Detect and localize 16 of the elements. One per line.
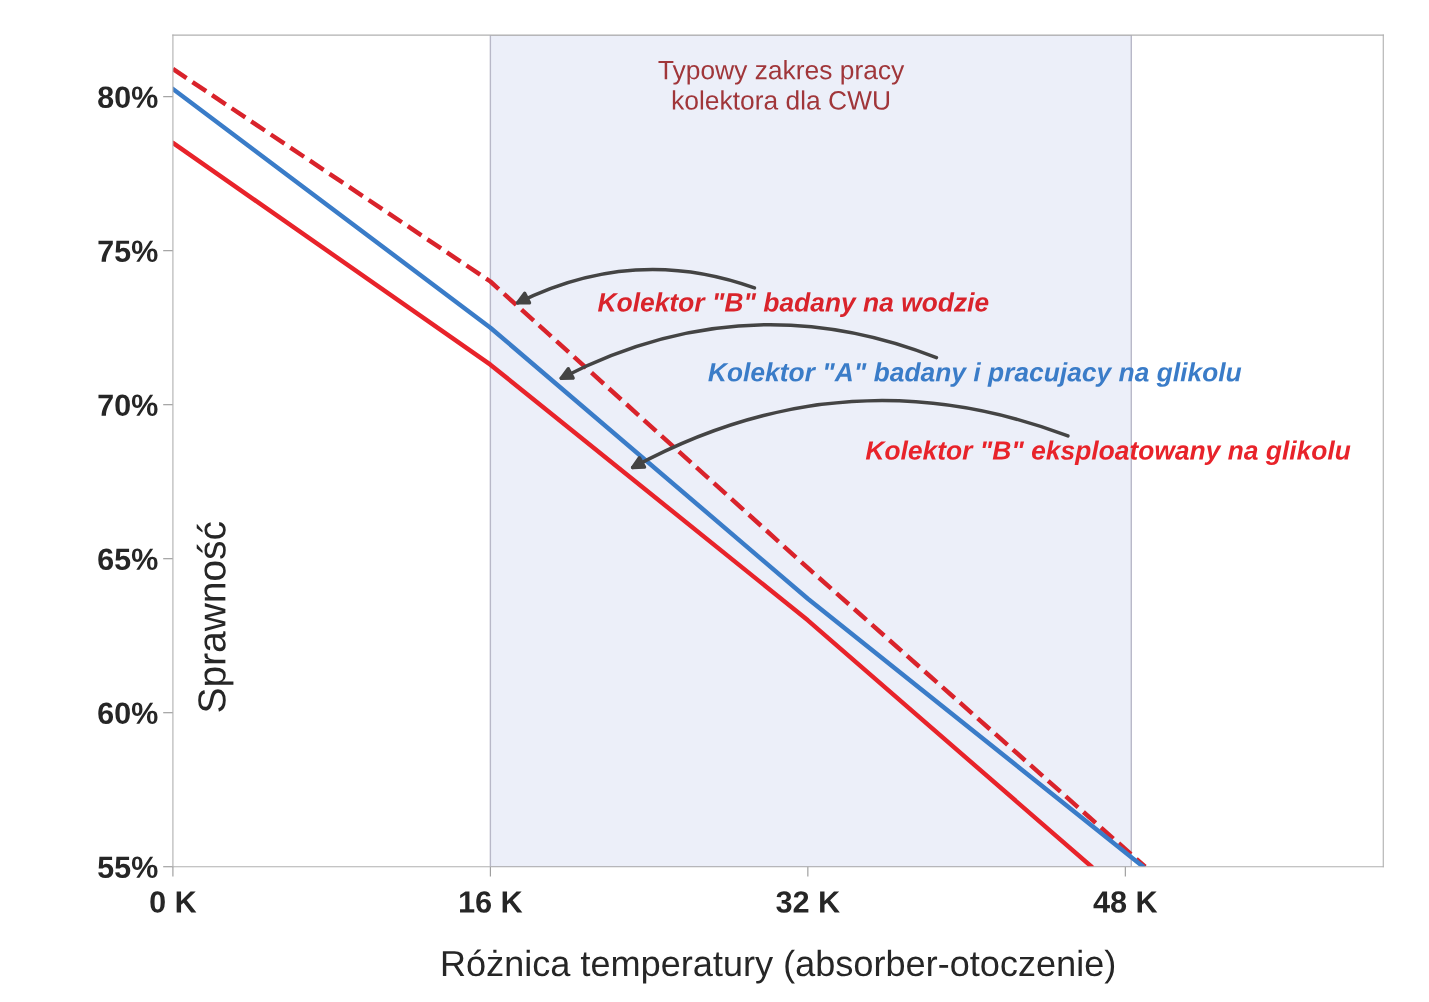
y-tick-label: 80%	[98, 86, 158, 109]
x-tick-label: 0 K	[150, 891, 197, 913]
y-tick-label: 55%	[98, 856, 158, 879]
x-axis-title: Różnica temperatury (absorber-otoczenie)	[442, 949, 1115, 984]
y-axis-title: Sprawność	[196, 522, 234, 712]
y-tick-label: 65%	[98, 548, 158, 571]
band-label: Typowy zakres pracy kolektora dla CWU	[658, 60, 905, 110]
annotation: Kolektor "B" eksploatowany na glikolu	[865, 440, 1351, 466]
x-tick-label: 32 K	[776, 891, 840, 913]
y-tick-label: 60%	[98, 702, 158, 725]
x-tick-label: 48 K	[1093, 891, 1158, 913]
annotation: Kolektor "A" badany i pracujacy na glikolu	[708, 362, 1242, 387]
y-tick-label: 70%	[98, 394, 158, 417]
y-tick-label: 75%	[98, 240, 158, 263]
annotation: Kolektor "B" badany na wodzie	[597, 292, 989, 317]
x-tick-label: 16 K	[460, 891, 523, 913]
